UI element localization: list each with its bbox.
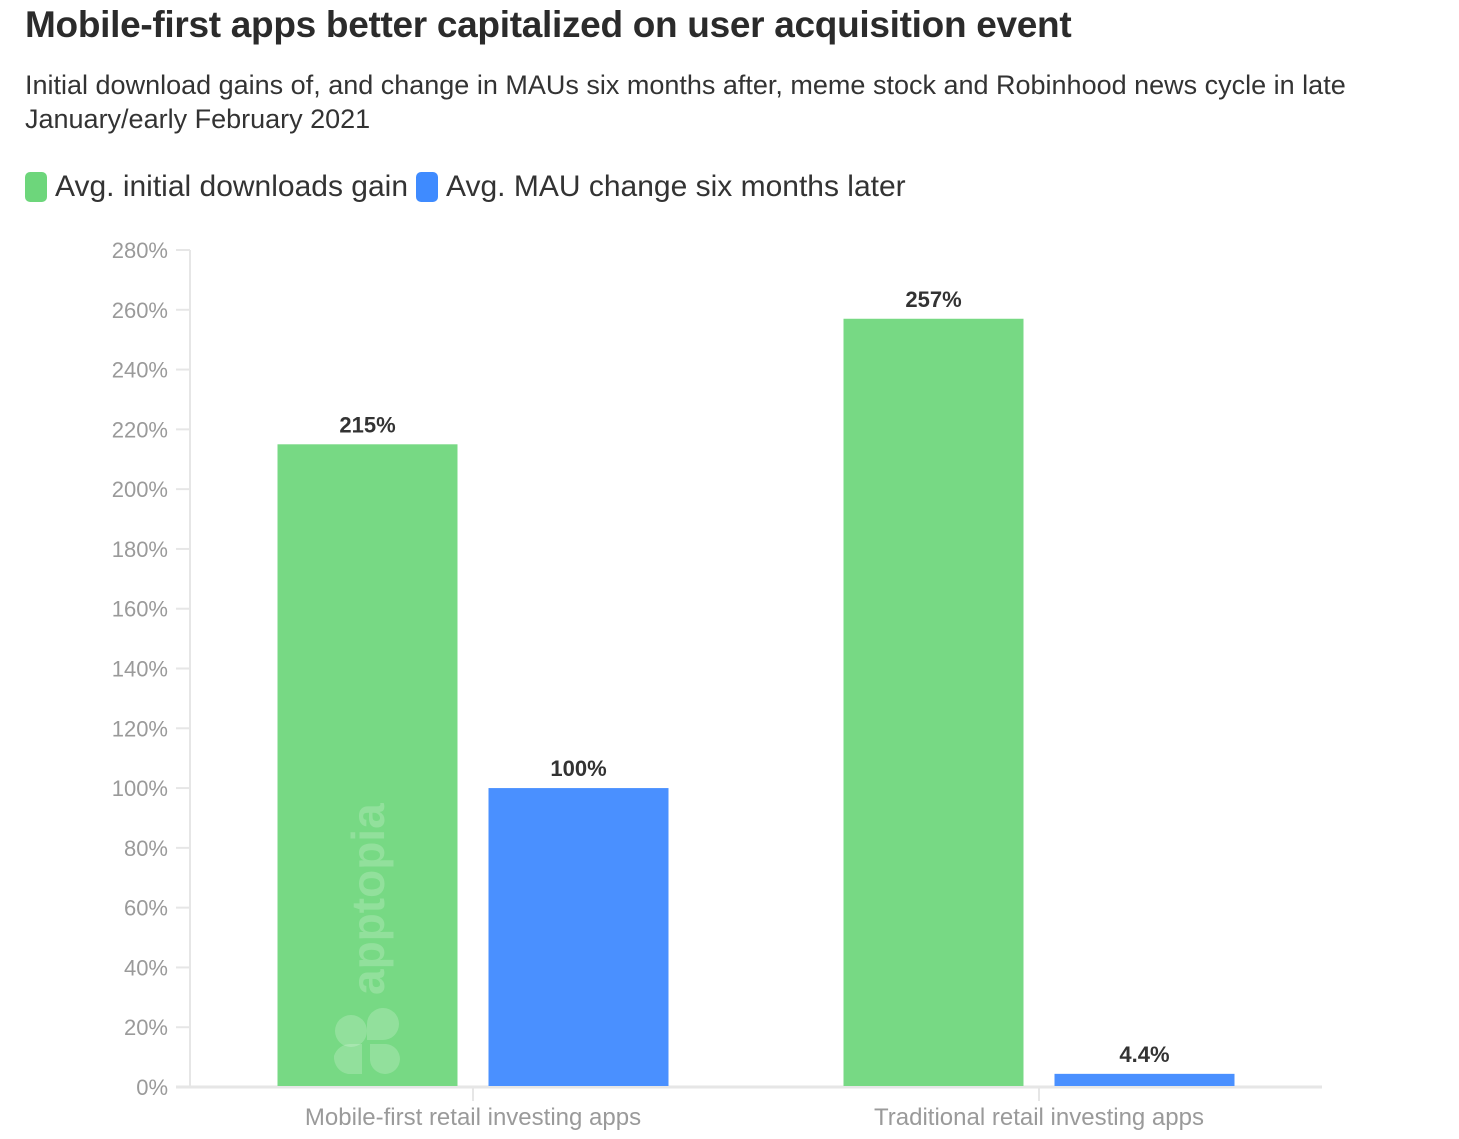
y-tick-label: 0%	[136, 1075, 168, 1100]
y-tick-label: 80%	[124, 836, 168, 861]
legend-swatch-green	[25, 172, 47, 202]
legend-label: Avg. initial downloads gain	[55, 170, 409, 203]
legend: Avg. initial downloads gain Avg. MAU cha…	[25, 170, 914, 204]
apptopia-watermark-logo: apptopia	[333, 803, 400, 1074]
y-tick-label: 260%	[112, 298, 168, 323]
bar-downloads[interactable]	[843, 318, 1024, 1087]
y-tick-label: 40%	[124, 955, 168, 980]
bar-mau[interactable]	[1054, 1073, 1235, 1086]
y-tick-label: 140%	[112, 657, 168, 682]
y-tick-label: 120%	[112, 716, 168, 741]
chart-subtitle: Initial download gains of, and change in…	[25, 70, 1346, 134]
y-tick-label: 60%	[124, 896, 168, 921]
y-tick-label: 20%	[124, 1015, 168, 1040]
legend-swatch-blue	[416, 172, 439, 202]
y-tick-label: 200%	[112, 477, 168, 502]
y-tick-label: 160%	[112, 597, 168, 622]
legend-item-downloads[interactable]: Avg. initial downloads gain	[25, 170, 408, 204]
svg-text:apptopia: apptopia	[342, 803, 394, 995]
data-label: 215%	[339, 412, 395, 437]
data-label: 257%	[905, 287, 961, 312]
bar-downloads[interactable]	[277, 444, 458, 1086]
y-tick-label: 180%	[112, 537, 168, 562]
y-tick-label: 100%	[112, 776, 168, 801]
legend-item-mau[interactable]: Avg. MAU change six months later	[416, 170, 906, 204]
chart-title: Mobile-first apps better capitalized on …	[25, 4, 1072, 45]
y-tick-label: 240%	[112, 358, 168, 383]
bar-mau[interactable]	[488, 788, 669, 1086]
y-tick-label: 280%	[112, 238, 168, 263]
data-label: 100%	[550, 756, 606, 781]
x-tick-label: Mobile-first retail investing apps	[305, 1104, 641, 1131]
x-tick-label: Traditional retail investing apps	[874, 1104, 1204, 1131]
data-label: 4.4%	[1119, 1042, 1169, 1067]
legend-label: Avg. MAU change six months later	[446, 170, 906, 203]
y-tick-label: 220%	[112, 417, 168, 442]
